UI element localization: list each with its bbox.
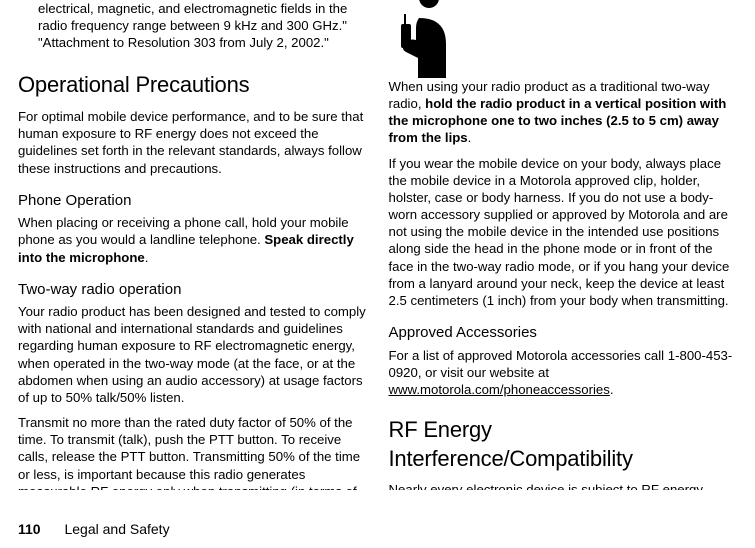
- phone-operation-paragraph: When placing or receiving a phone call, …: [18, 214, 367, 265]
- approved-pre: For a list of approved Motorola accessor…: [389, 348, 733, 380]
- person-radio-icon: [395, 0, 453, 78]
- two-column-layout: electrical, magnetic, and electromagneti…: [18, 0, 737, 490]
- hold-radio-paragraph: When using your radio product as a tradi…: [389, 78, 738, 147]
- page-footer: 110 Legal and Safety: [18, 520, 170, 538]
- heading-rf-energy: RF Energy Interference/Compatibility: [389, 416, 738, 473]
- heading-operational-precautions: Operational Precautions: [18, 71, 367, 100]
- rf-energy-paragraph: Nearly every electronic device is subjec…: [389, 481, 738, 490]
- heading-two-way-radio: Two-way radio operation: [18, 280, 367, 300]
- two-way-paragraph-1: Your radio product has been designed and…: [18, 303, 367, 406]
- heading-phone-operation: Phone Operation: [18, 191, 367, 211]
- page-number: 110: [18, 521, 41, 537]
- approved-accessories-paragraph: For a list of approved Motorola accessor…: [389, 347, 738, 398]
- heading-approved-accessories: Approved Accessories: [389, 323, 738, 343]
- hold-radio-bold: hold the radio product in a vertical pos…: [389, 96, 727, 145]
- right-column: When using your radio product as a tradi…: [389, 0, 738, 490]
- section-title: Legal and Safety: [64, 521, 169, 537]
- left-column: electrical, magnetic, and electromagneti…: [18, 0, 367, 490]
- accessories-link[interactable]: www.motorola.com/phoneaccessories: [389, 382, 610, 397]
- body-worn-paragraph: If you wear the mobile device on your bo…: [389, 155, 738, 309]
- intro-continuation: electrical, magnetic, and electromagneti…: [38, 0, 367, 51]
- operational-paragraph: For optimal mobile device performance, a…: [18, 108, 367, 177]
- two-way-paragraph-2: Transmit no more than the rated duty fac…: [18, 414, 367, 490]
